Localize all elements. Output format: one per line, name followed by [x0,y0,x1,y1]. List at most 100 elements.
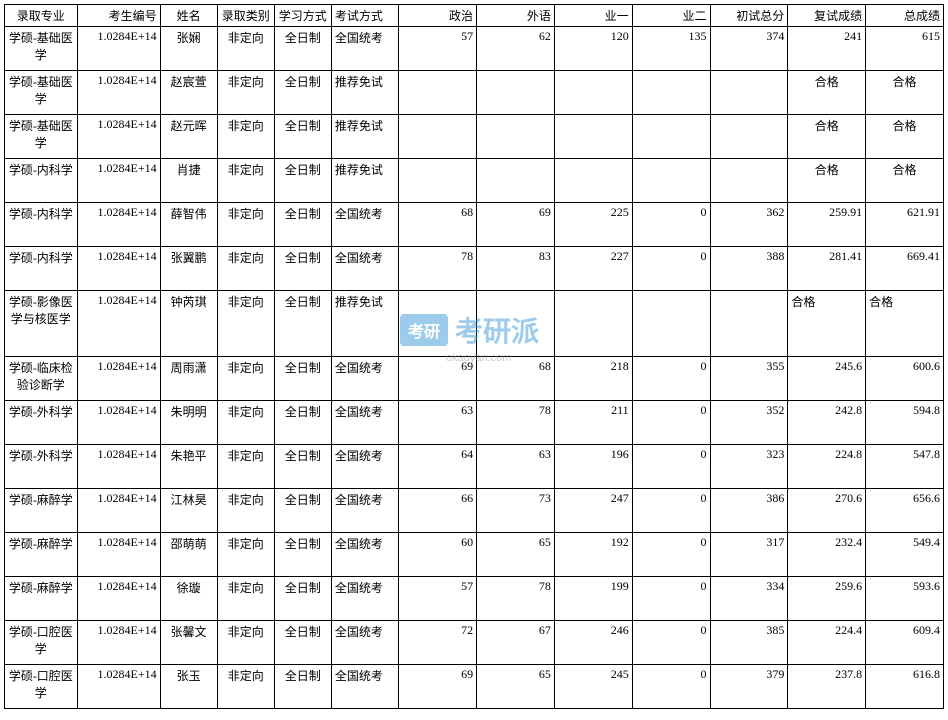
table-cell: 邵萌萌 [160,533,217,577]
table-cell: 0 [632,489,710,533]
table-cell: 学硕-临床检验诊断学 [5,357,78,401]
table-cell: 259.6 [788,577,866,621]
table-cell: 379 [710,665,788,709]
table-cell: 学硕-麻醉学 [5,489,78,533]
table-cell: 68 [399,203,477,247]
table-cell: 全日制 [274,357,331,401]
table-header-row: 录取专业考生编号姓名录取类别学习方式考试方式政治外语业一业二初试总分复试成绩总成… [5,5,944,27]
table-cell: 张娴 [160,27,217,71]
table-cell: 赵宸萱 [160,71,217,115]
table-row: 学硕-基础医学1.0284E+14赵宸萱非定向全日制推荐免试合格合格 [5,71,944,115]
table-cell: 60 [399,533,477,577]
column-header: 录取类别 [217,5,274,27]
table-cell: 57 [399,27,477,71]
table-cell: 1.0284E+14 [77,401,160,445]
table-cell: 赵元晖 [160,115,217,159]
table-cell: 67 [477,621,555,665]
table-cell: 全日制 [274,621,331,665]
table-cell: 非定向 [217,159,274,203]
column-header: 业二 [632,5,710,27]
table-cell: 63 [477,445,555,489]
table-cell: 学硕-外科学 [5,445,78,489]
column-header: 考生编号 [77,5,160,27]
table-cell: 1.0284E+14 [77,27,160,71]
table-cell: 合格 [866,71,944,115]
table-row: 学硕-麻醉学1.0284E+14邵萌萌非定向全日制全国统考60651920317… [5,533,944,577]
table-cell: 学硕-口腔医学 [5,621,78,665]
table-cell: 241 [788,27,866,71]
table-cell [710,291,788,357]
table-cell: 全国统考 [331,445,398,489]
table-cell: 317 [710,533,788,577]
table-cell: 学硕-内科学 [5,247,78,291]
table-cell: 63 [399,401,477,445]
table-cell: 1.0284E+14 [77,71,160,115]
table-cell: 张玉 [160,665,217,709]
table-cell [632,291,710,357]
table-cell: 江林昊 [160,489,217,533]
table-cell: 全日制 [274,401,331,445]
table-cell: 周雨潇 [160,357,217,401]
table-cell: 全国统考 [331,401,398,445]
table-cell: 355 [710,357,788,401]
table-cell: 全国统考 [331,577,398,621]
table-cell: 72 [399,621,477,665]
table-cell: 78 [399,247,477,291]
table-cell: 0 [632,247,710,291]
table-cell: 合格 [866,115,944,159]
table-cell: 68 [477,357,555,401]
table-cell: 学硕-内科学 [5,159,78,203]
table-cell: 78 [477,577,555,621]
table-cell: 全国统考 [331,665,398,709]
table-cell: 362 [710,203,788,247]
table-cell: 薛智伟 [160,203,217,247]
table-cell: 1.0284E+14 [77,533,160,577]
table-cell [399,291,477,357]
table-cell: 1.0284E+14 [77,489,160,533]
table-cell: 192 [554,533,632,577]
table-cell: 全日制 [274,291,331,357]
table-row: 学硕-影像医学与核医学1.0284E+14钟芮琪非定向全日制推荐免试合格合格 [5,291,944,357]
table-cell: 1.0284E+14 [77,621,160,665]
table-cell: 323 [710,445,788,489]
table-cell: 全日制 [274,27,331,71]
table-cell: 1.0284E+14 [77,665,160,709]
table-cell: 合格 [866,291,944,357]
table-cell: 推荐免试 [331,291,398,357]
table-row: 学硕-口腔医学1.0284E+14张馨文非定向全日制全国统考7267246038… [5,621,944,665]
table-cell: 237.8 [788,665,866,709]
table-cell: 0 [632,665,710,709]
table-cell [554,291,632,357]
table-cell: 学硕-基础医学 [5,115,78,159]
table-cell: 609.4 [866,621,944,665]
table-cell: 224.8 [788,445,866,489]
table-cell: 非定向 [217,621,274,665]
column-header: 政治 [399,5,477,27]
table-cell: 非定向 [217,577,274,621]
table-row: 学硕-外科学1.0284E+14朱艳平非定向全日制全国统考64631960323… [5,445,944,489]
table-cell: 600.6 [866,357,944,401]
table-cell: 120 [554,27,632,71]
table-cell: 学硕-基础医学 [5,27,78,71]
column-header: 复试成绩 [788,5,866,27]
table-cell [477,71,555,115]
table-cell: 199 [554,577,632,621]
table-cell: 259.91 [788,203,866,247]
table-cell: 224.4 [788,621,866,665]
table-row: 学硕-临床检验诊断学1.0284E+14周雨潇非定向全日制全国统考6968218… [5,357,944,401]
table-cell: 57 [399,577,477,621]
table-cell: 211 [554,401,632,445]
table-cell: 非定向 [217,357,274,401]
table-cell: 徐璇 [160,577,217,621]
table-cell: 合格 [788,115,866,159]
table-cell: 全日制 [274,247,331,291]
table-cell: 全国统考 [331,247,398,291]
table-cell: 232.4 [788,533,866,577]
table-cell: 615 [866,27,944,71]
table-cell: 225 [554,203,632,247]
table-cell: 非定向 [217,445,274,489]
table-cell: 非定向 [217,247,274,291]
table-row: 学硕-基础医学1.0284E+14张娴非定向全日制全国统考57621201353… [5,27,944,71]
table-cell: 朱明明 [160,401,217,445]
table-cell: 全日制 [274,533,331,577]
